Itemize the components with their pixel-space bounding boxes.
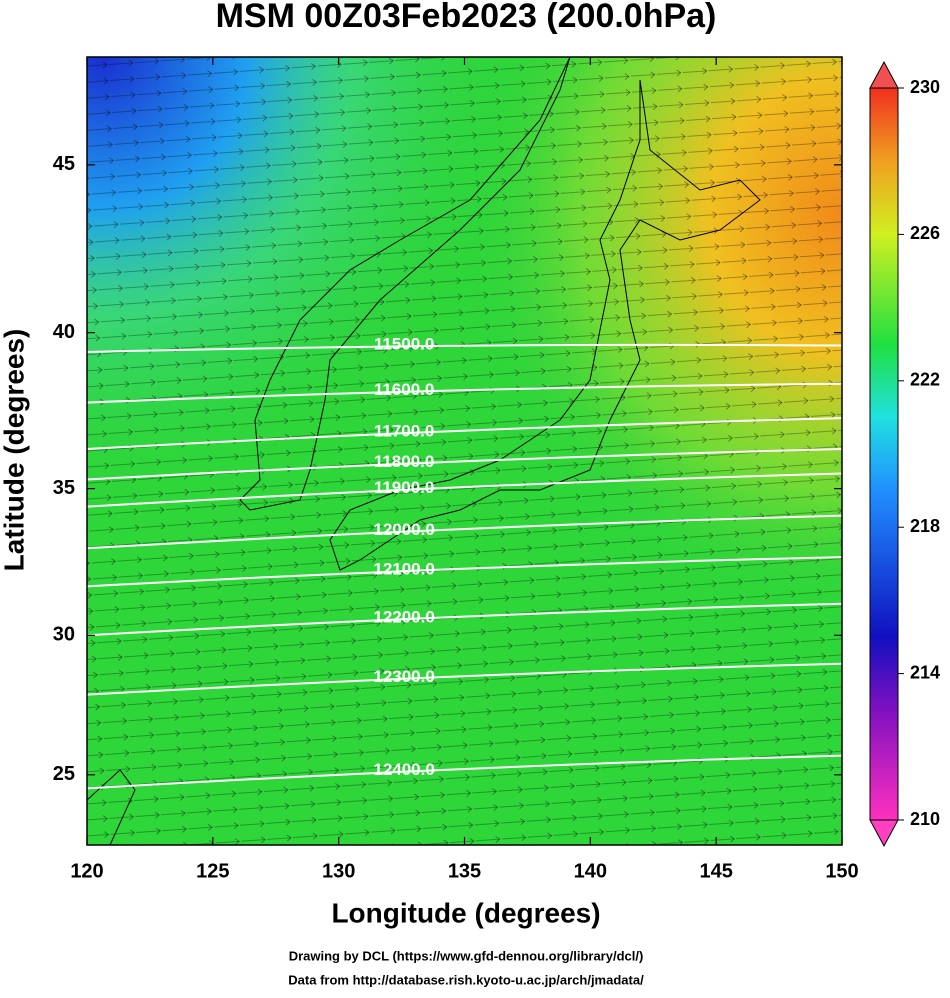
contour-label: 11900.0 [374,478,435,497]
contour-label: 11500.0 [374,335,435,354]
contour-line [87,514,842,550]
x-tick-label: 130 [322,860,355,882]
contour-line [87,472,842,508]
credit: Drawing by DCL (https://www.gfd-dennou.o… [289,948,644,963]
credit: Data from http://database.rish.kyoto-u.a… [288,972,644,987]
contour-label: 12300.0 [373,667,434,686]
contour-line [87,343,842,353]
contour-label: 11700.0 [374,422,435,441]
coastline-mainland [239,57,571,511]
y-tick-label: 40 [53,321,75,343]
contour-label: 12000.0 [373,520,434,539]
colorbar-tick-label: 230 [910,77,940,97]
colorbar-tick-label: 214 [910,662,940,682]
x-tick-label: 120 [70,860,103,882]
contour-line [87,662,842,696]
x-axis-label: Longitude (degrees) [331,897,600,928]
contour-line [87,754,842,790]
colorbar [869,87,899,821]
x-tick-label: 145 [699,860,732,882]
colorbar-min-arrow [869,819,899,848]
wind-vectors [87,57,842,845]
contour-label: 12200.0 [373,608,434,627]
colorbar-tick-label: 226 [910,223,940,243]
contour-line [87,382,842,404]
contours: 11500.0 11600.0 11700.0 11800.0 11900.0 12000… [87,335,842,790]
map-field: 11500.0 11600.0 11700.0 11800.0 11900.0 12000… [87,57,842,845]
contour-line [87,417,842,451]
y-tick-label: 25 [53,763,75,785]
x-tick-label: 135 [448,860,481,882]
y-tick-label: 30 [53,624,75,646]
title: MSM 00Z03Feb2023 (200.0hPa) [216,0,717,35]
colorbar-max-arrow [869,60,899,89]
contour-label: 12100.0 [373,560,434,579]
colorbar-tick-label: 218 [910,516,940,536]
contour-label: 12400.0 [373,760,434,779]
contour-line [87,448,842,481]
contour-label: 11600.0 [374,380,435,399]
x-tick-label: 140 [574,860,607,882]
y-tick-label: 35 [53,477,75,499]
contour-line [87,556,842,588]
x-tick-label: 125 [196,860,229,882]
y-axis-label: Latitude (degrees) [0,329,29,572]
coastline-japan [329,79,761,571]
colorbar-tick-label: 210 [910,809,940,829]
y-tick-label: 45 [53,153,75,175]
colorbar-tick-label: 222 [910,370,940,390]
contour-label: 11800.0 [374,452,435,471]
x-tick-label: 150 [825,860,858,882]
contour-line [87,602,842,637]
coastline-taiwan [87,769,136,845]
